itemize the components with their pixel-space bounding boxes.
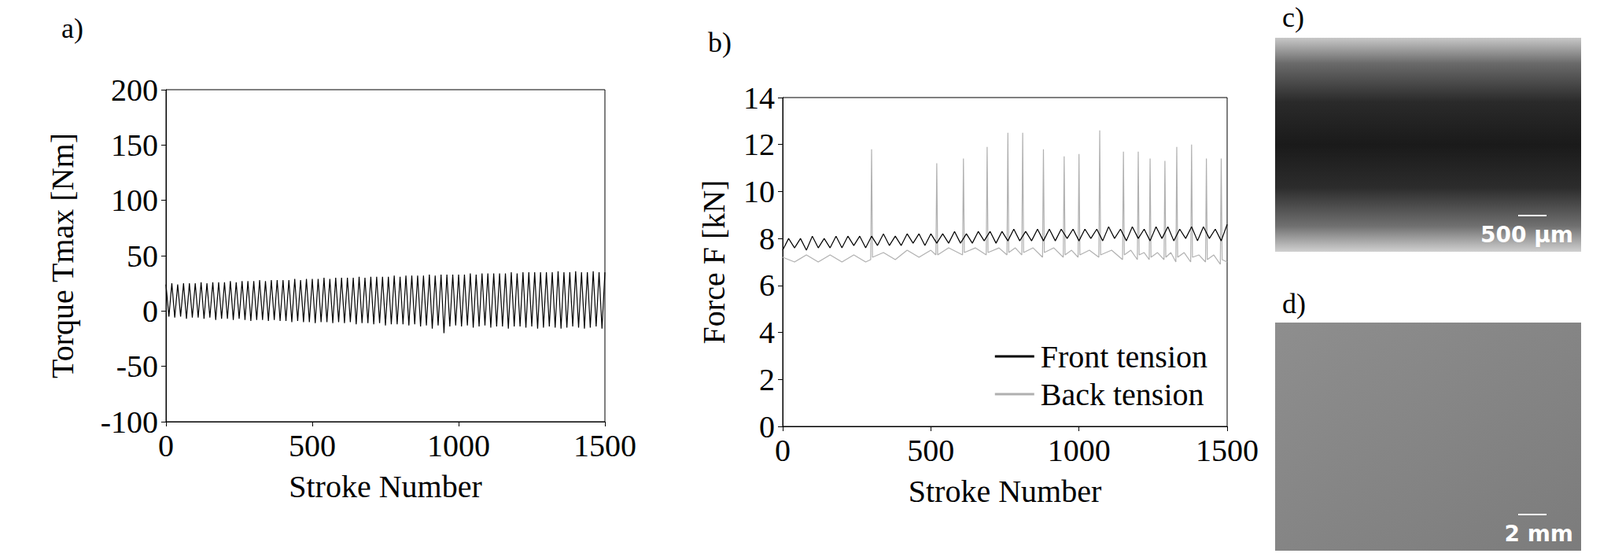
svg-text:1500: 1500: [573, 427, 637, 464]
svg-text:1000: 1000: [1047, 432, 1111, 469]
svg-text:12: 12: [743, 126, 775, 163]
svg-text:c): c): [1282, 1, 1305, 34]
svg-text:8: 8: [759, 221, 775, 257]
svg-text:150: 150: [110, 127, 159, 163]
svg-text:14: 14: [743, 80, 775, 116]
svg-text:50: 50: [126, 238, 159, 274]
svg-text:10: 10: [743, 173, 775, 210]
svg-text:b): b): [707, 26, 732, 59]
svg-text:0: 0: [759, 409, 775, 445]
svg-text:Force F [kN]: Force F [kN]: [696, 180, 732, 345]
svg-text:6: 6: [759, 267, 775, 303]
svg-text:500 µm: 500 µm: [1480, 221, 1574, 248]
svg-text:0: 0: [142, 293, 159, 329]
svg-text:d): d): [1282, 287, 1306, 320]
svg-text:Front tension: Front tension: [1040, 339, 1208, 375]
svg-text:a): a): [61, 12, 84, 45]
svg-text:0: 0: [774, 432, 791, 469]
svg-text:Stroke Number: Stroke Number: [288, 468, 483, 505]
svg-text:4: 4: [759, 314, 775, 351]
svg-text:2: 2: [759, 361, 775, 398]
svg-text:-50: -50: [116, 348, 159, 384]
svg-text:100: 100: [110, 182, 159, 218]
svg-text:-100: -100: [100, 404, 159, 440]
svg-text:500: 500: [906, 432, 955, 469]
svg-text:Back tension: Back tension: [1040, 376, 1205, 413]
svg-text:200: 200: [110, 72, 159, 108]
svg-text:2 mm: 2 mm: [1504, 520, 1574, 547]
svg-text:500: 500: [288, 427, 336, 464]
svg-text:Stroke Number: Stroke Number: [908, 473, 1103, 509]
svg-text:Torque Tmax [Nm]: Torque Tmax [Nm]: [44, 132, 81, 379]
svg-text:0: 0: [158, 427, 174, 464]
svg-text:1000: 1000: [427, 427, 491, 464]
svg-text:1500: 1500: [1195, 432, 1259, 469]
